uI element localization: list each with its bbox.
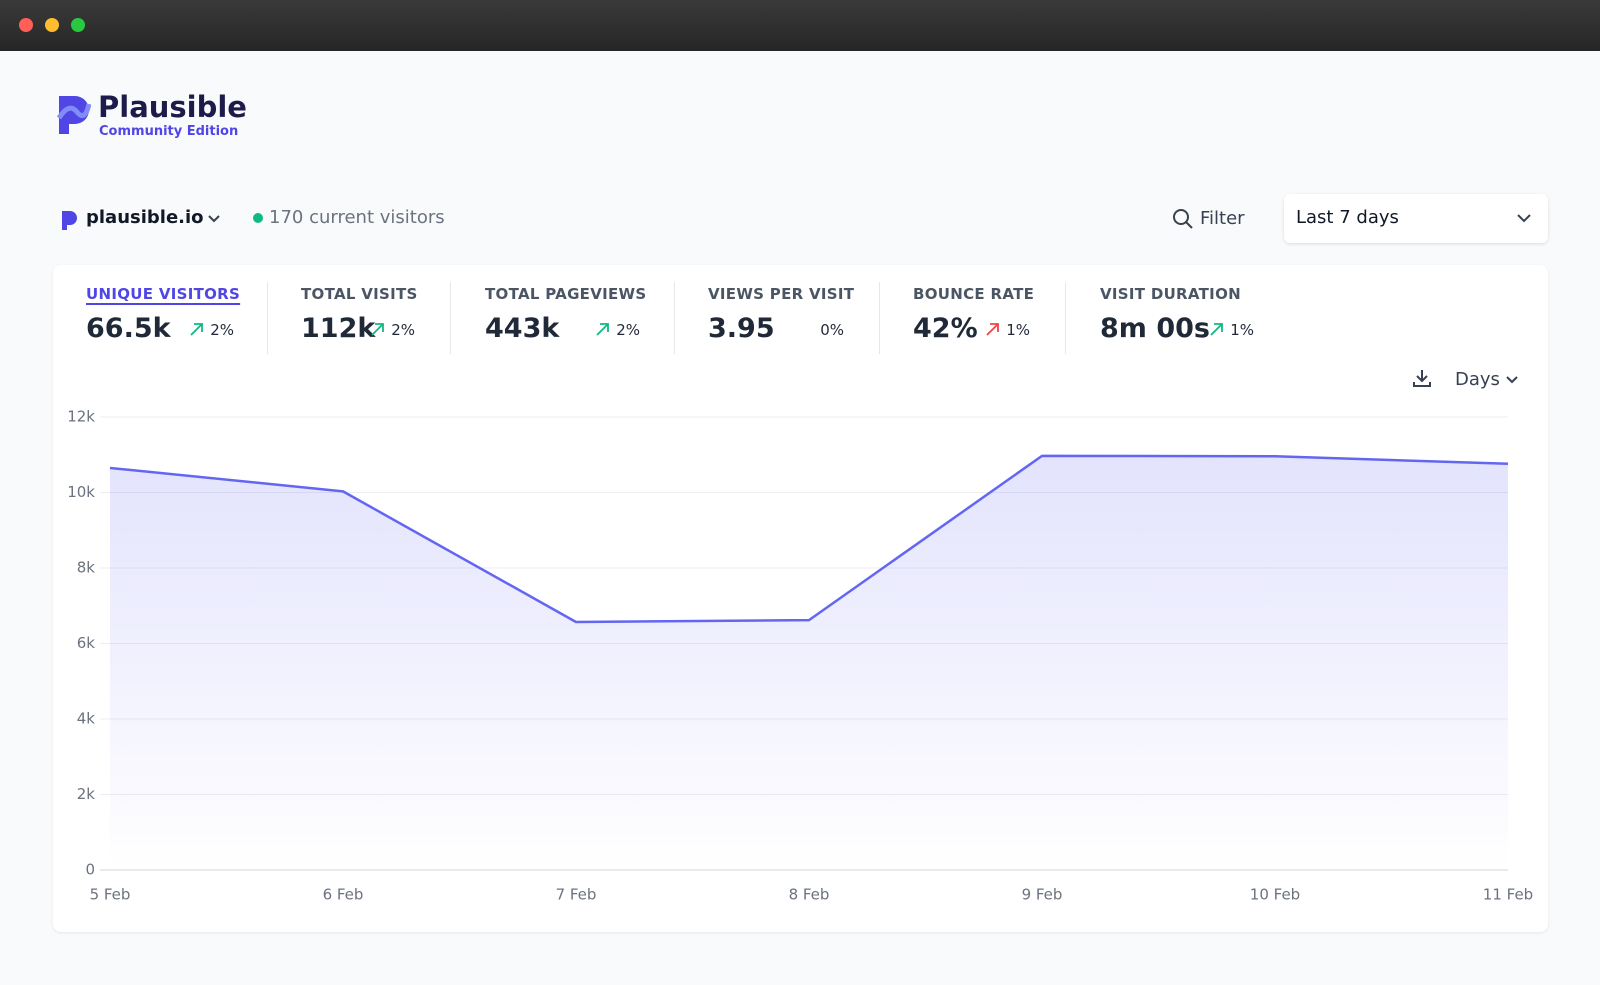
stat-label[interactable]: VIEWS PER VISIT [708,285,855,303]
line [109,454,1509,624]
x-tick-label: 7 Feb [556,886,597,904]
trend-arrow [986,323,1000,336]
stat-change-value: 1% [1006,321,1030,339]
live-dot [253,213,263,223]
zoom-button[interactable] [71,18,85,32]
period-chevron [1517,214,1531,223]
stat-change: 1% [913,321,1030,339]
minimize-button[interactable] [45,18,59,32]
stat-change-value: 0% [820,321,844,339]
y-tick-label: 6k [77,634,96,652]
stat-change: 2% [301,321,415,339]
x-tick-label: 8 Feb [789,886,830,904]
y-tick-label: 12k [67,408,95,426]
search-icon[interactable] [1172,208,1194,230]
site-domain[interactable]: plausible.io [86,207,204,228]
trend-arrow [596,323,610,336]
stat-value: 8m 00s [1100,313,1210,344]
stat-value: 3.95 [708,313,775,344]
stat-label[interactable]: TOTAL VISITS [301,285,418,303]
logo-icon[interactable] [55,92,91,136]
stat-value: 443k [485,313,560,344]
stat-separator [450,282,451,354]
stat-value: 112k [301,313,376,344]
download-icon[interactable] [1411,367,1433,389]
stat-change: 0% [708,321,844,339]
trend-arrow [371,323,385,336]
stat-separator [1065,282,1066,354]
y-tick-label: 4k [77,710,96,728]
y-tick-label: 10k [67,483,95,501]
x-tick-label: 11 Feb [1483,886,1533,904]
trend-arrow [190,323,204,336]
stat-change: 1% [1100,321,1254,339]
logo-name: Plausible [98,90,247,124]
period-label: Last 7 days [1296,207,1399,228]
stat-value: 42% [913,313,978,344]
stat-separator [879,282,880,354]
y-tick-label: 8k [77,559,96,577]
interval-chevron[interactable] [1505,374,1519,386]
x-tick-label: 5 Feb [90,886,131,904]
stat-separator [267,282,268,354]
stat-change: 2% [86,321,234,339]
area-fill [110,455,1508,870]
current-visitors[interactable]: 170 current visitors [269,207,445,228]
trend-arrow [1210,323,1224,336]
stat-change-value: 2% [210,321,234,339]
stat-change-value: 2% [391,321,415,339]
close-button[interactable] [19,18,33,32]
title-bar [0,0,1600,51]
period-picker[interactable]: Last 7 days [1284,194,1548,243]
stat-label[interactable]: BOUNCE RATE [913,285,1035,303]
x-tick-label: 10 Feb [1250,886,1300,904]
x-tick-label: 9 Feb [1022,886,1063,904]
stat-change-value: 2% [616,321,640,339]
logo-edition: Community Edition [99,124,239,139]
y-tick-label: 2k [77,785,96,803]
stat-label[interactable]: VISIT DURATION [1100,285,1241,303]
stat-change: 2% [485,321,640,339]
filter-button[interactable]: Filter [1200,208,1245,229]
site-chevron[interactable] [207,213,221,225]
y-tick-label: 0 [85,861,95,879]
stat-label[interactable]: TOTAL PAGEVIEWS [485,285,647,303]
stat-separator [674,282,675,354]
interval-picker[interactable]: Days [1455,369,1500,390]
stat-change-value: 1% [1230,321,1254,339]
stat-label[interactable]: UNIQUE VISITORS [86,285,241,303]
site-icon [62,211,77,230]
stat-value: 66.5k [86,313,171,344]
x-tick-label: 6 Feb [323,886,364,904]
